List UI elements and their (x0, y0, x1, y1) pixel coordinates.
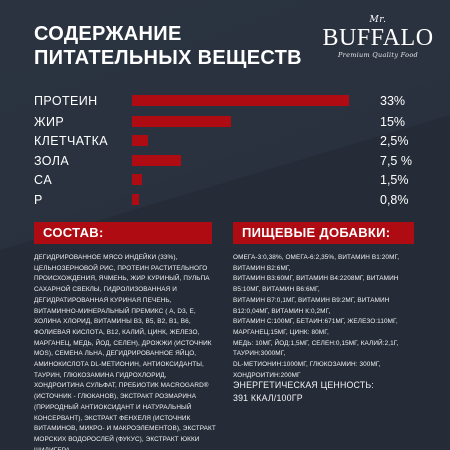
energy-value: 391 ККАЛ/100ГР (233, 393, 303, 403)
additive-line: ТАУРИН:3000МГ, (233, 350, 286, 358)
additive-line: DL-МЕТИОНИН:1000МГ, ГЛЮКОЗАМИН: 300МГ, (233, 361, 381, 369)
nutrient-row: КЛЕТЧАТКА 2,5% (0, 131, 450, 151)
nutrient-bar (132, 116, 231, 127)
nutrient-value: 0,8% (380, 193, 409, 207)
nutrient-bar (132, 135, 149, 146)
brand-logo: Mr. BUFFALO Premium Quality Food (322, 16, 434, 66)
nutrient-value: 7,5 % (380, 154, 412, 168)
energy-value-block: ЭНЕРГЕТИЧЕСКАЯ ЦЕННОСТЬ: 391 ККАЛ/100ГР (233, 379, 423, 405)
nutrient-bar (132, 155, 182, 166)
nutrient-row: ЗОЛА 7,5 % (0, 151, 450, 171)
additives-header: ПИЩЕВЫЕ ДОБАВКИ: (233, 222, 414, 244)
additives-text: ОМЕГА-3:0,38%, ОМЕГА-6:2,35%, ВИТАМИН В1… (233, 253, 418, 381)
additive-line: ВИТАМИН В3:60МГ, ВИТАМИН В4:2208МГ, ВИТА… (233, 275, 399, 283)
additive-line: ВИТАМИН В7:0,1МГ, ВИТАМИН В9:2МГ, ВИТАМИ… (233, 296, 390, 304)
nutrient-bar (132, 174, 142, 185)
nutrient-bar (132, 194, 139, 205)
additive-line: ХОНДРОИТИН:200МГ (233, 371, 301, 379)
nutrient-row: ЖИР 15% (0, 112, 450, 132)
title-line-2: ПИТАТЕЛЬНЫХ ВЕЩЕСТВ (34, 47, 302, 69)
nutrient-value: 33% (380, 94, 406, 108)
nutrient-name: CA (34, 173, 53, 187)
nutrient-value: 2,5% (380, 134, 409, 148)
nutrient-value: 1,5% (380, 173, 409, 187)
nutrient-name: ЖИР (34, 115, 65, 129)
additive-line: ВИТАМИН С:100МГ, БЕТАИН:671МГ, ЖЕЛЕЗО:11… (233, 318, 398, 326)
nutrient-name: P (34, 193, 43, 207)
additive-line: МЕДЬ: 10МГ, ЙОД:1,5МГ, СЕЛЕН:0,15МГ, КАЛ… (233, 339, 399, 347)
title-line-1: СОДЕРЖАНИЕ (34, 23, 182, 45)
additive-line: ОМЕГА-3:0,38%, ОМЕГА-6:2,35%, ВИТАМИН В1… (233, 254, 400, 261)
nutrient-name: ПРОТЕИН (34, 94, 98, 108)
nutrient-bar (132, 95, 349, 106)
nutrient-row: CA 1,5% (0, 170, 450, 190)
nutrient-name: ЗОЛА (34, 154, 70, 168)
composition-text: ДЕГИДРИРОВАННОЕ МЯСО ИНДЕЙКИ (33%), ЦЕЛЬ… (34, 254, 216, 450)
additive-line: ВИТАМИН В2:6МГ, (233, 264, 291, 272)
nutrient-value: 15% (380, 115, 406, 129)
energy-label: ЭНЕРГЕТИЧЕСКАЯ ЦЕННОСТЬ: (233, 380, 374, 390)
logo-prefix: Mr. (369, 15, 387, 25)
nutrient-row: ПРОТЕИН 33% (0, 91, 450, 111)
additive-line: МАРГАНЕЦ:15МГ, ЦИНК: 80МГ, (233, 328, 329, 336)
page-title: СОДЕРЖАНИЕ ПИТАТЕЛЬНЫХ ВЕЩЕСТВ (34, 22, 302, 70)
additive-line: В12:0,04МГ, ВИТАМИН К:0,2МГ, (233, 307, 331, 315)
logo-tagline: Premium Quality Food (337, 51, 419, 59)
nutrient-name: КЛЕТЧАТКА (34, 134, 109, 148)
composition-header: СОСТАВ: (34, 222, 212, 244)
nutrient-row: P 0,8% (0, 190, 450, 210)
logo-brand-name: BUFFALO (322, 25, 434, 51)
additive-line: В5:10МГ, ВИТАМИН В6:6МГ, (233, 286, 320, 294)
